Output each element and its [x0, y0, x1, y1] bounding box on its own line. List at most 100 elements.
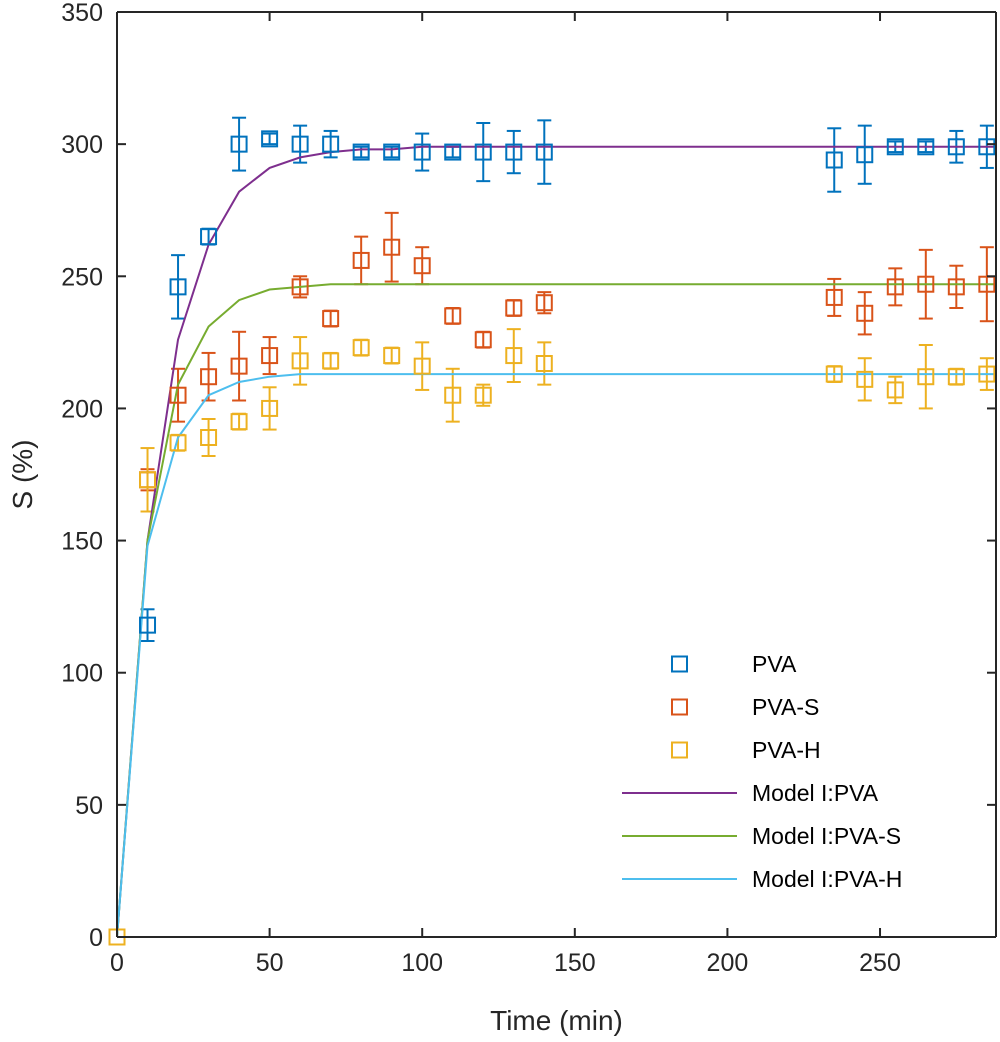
axes: 0 50 100 150 200 250 0 50 100 150 200 250 300 350 [61, 0, 997, 977]
marker-pva-s [535, 294, 553, 312]
marker-pva [474, 143, 492, 161]
error-bar-pva-s [949, 264, 964, 309]
error-bar-pva-h [415, 341, 430, 391]
marker-pva-h [200, 429, 218, 446]
legend-marker [671, 655, 688, 673]
marker-pva-s [474, 331, 492, 349]
error-bar-pva-h [537, 341, 552, 386]
marker-pva-h [886, 381, 904, 399]
error-bar-pva-h [201, 418, 216, 457]
marker-pva-h [825, 365, 843, 383]
error-bar-pva [476, 122, 491, 183]
legend-entry-pva-s: PVA-S [671, 694, 819, 720]
error-bar-pva [827, 127, 842, 193]
marker-pva-s [947, 278, 965, 296]
legend-entry-model-i-pva: Model I:PVA [622, 780, 879, 806]
marker-pva-s [444, 307, 462, 325]
marker-pva [322, 135, 340, 153]
marker-pva-s [825, 288, 843, 306]
marker-pva [139, 616, 157, 634]
legend-entry-pva-h: PVA-H [671, 737, 821, 763]
marker-pva-h [352, 339, 370, 357]
legend-label: Model I:PVA-H [752, 866, 902, 892]
legend-label: PVA-H [752, 737, 821, 763]
error-bar-pva [537, 119, 552, 185]
error-bar-pva-s [888, 267, 903, 307]
legend-entry-model-i-pva-h: Model I:PVA-H [622, 866, 902, 892]
marker-pva-h [139, 471, 157, 489]
marker-pva-s [886, 278, 904, 296]
y-tick-label: 50 [75, 792, 103, 820]
y-tick-label: 150 [61, 528, 103, 556]
legend: PVA PVA-S PVA-H Model I:PVA Model I:PVA-S Mod… [622, 651, 902, 892]
x-tick-label: 100 [401, 949, 443, 977]
marker-pva-s [413, 257, 431, 275]
marker-pva-h [413, 357, 431, 375]
error-bar-pva-s [232, 330, 247, 402]
marker-pva-s [856, 304, 874, 322]
error-bar-pva [415, 132, 430, 172]
legend-label: Model I:PVA-S [752, 823, 901, 849]
marker-pva-h [978, 365, 996, 383]
marker-pva [947, 138, 965, 156]
marker-pva-h [535, 355, 553, 372]
marker-pva-h [230, 413, 248, 431]
marker-pva-s [917, 275, 935, 293]
error-bar-pva-h [918, 344, 933, 410]
marker-pva [917, 138, 935, 156]
marker-pva [825, 151, 843, 169]
marker-pva-h [947, 368, 965, 386]
marker-pva [383, 143, 401, 161]
line-model-i-pva-s [116, 283, 996, 938]
marker-pva-h [444, 386, 462, 404]
x-tick-label: 200 [707, 949, 749, 977]
error-bar-pva [506, 129, 521, 175]
legend-entry-pva: PVA [671, 651, 797, 677]
marker-pva [169, 278, 187, 296]
y-tick-label: 100 [61, 660, 103, 688]
marker-pva [200, 228, 218, 246]
error-bar-pva-s [857, 291, 872, 336]
error-bar-pva-s [262, 336, 277, 376]
x-axis-title: Time (min) [490, 1005, 623, 1036]
marker-pva-h [505, 347, 523, 365]
marker-pva-h [291, 352, 309, 370]
marker-pva [413, 143, 431, 161]
error-bar-pva-h [262, 386, 277, 431]
marker-pva-s [200, 368, 218, 386]
y-tick-label: 350 [61, 0, 103, 27]
x-tick-label: 150 [554, 949, 596, 977]
marker-pva [261, 130, 279, 148]
marker-pva-s [978, 275, 996, 293]
error-bar-pva [232, 116, 247, 172]
y-axis-title: S (%) [7, 440, 38, 510]
error-bar-pva-s [384, 211, 399, 283]
line-model-i-pva-h [116, 373, 996, 938]
marker-pva-s [291, 278, 309, 296]
error-bar-pva [262, 132, 277, 146]
marker-pva-h [383, 347, 401, 365]
marker-pva [535, 143, 553, 161]
legend-marker [671, 741, 688, 759]
legend-label: PVA [752, 651, 797, 677]
x-tick-label: 250 [859, 949, 901, 977]
error-bar-pva-h [857, 357, 872, 402]
marker-pva-h [474, 386, 492, 404]
marker-pva-h [261, 399, 279, 417]
legend-label: Model I:PVA [752, 780, 879, 806]
marker-pva-h [856, 370, 874, 388]
marker-pva-s [505, 299, 523, 317]
marker-pva-s [352, 251, 370, 269]
legend-entry-model-i-pva-s: Model I:PVA-S [622, 823, 901, 849]
y-tick-label: 200 [61, 395, 103, 423]
marker-pva [230, 135, 248, 153]
legend-label: PVA-S [752, 694, 819, 720]
error-bar-pva [171, 254, 186, 320]
error-bar-pva-h [888, 375, 903, 405]
y-tick-label: 0 [89, 924, 103, 952]
marker-pva-h [322, 352, 340, 370]
marker-pva-h [917, 368, 935, 386]
marker-pva-s [169, 386, 187, 404]
marker-pva [978, 138, 996, 156]
